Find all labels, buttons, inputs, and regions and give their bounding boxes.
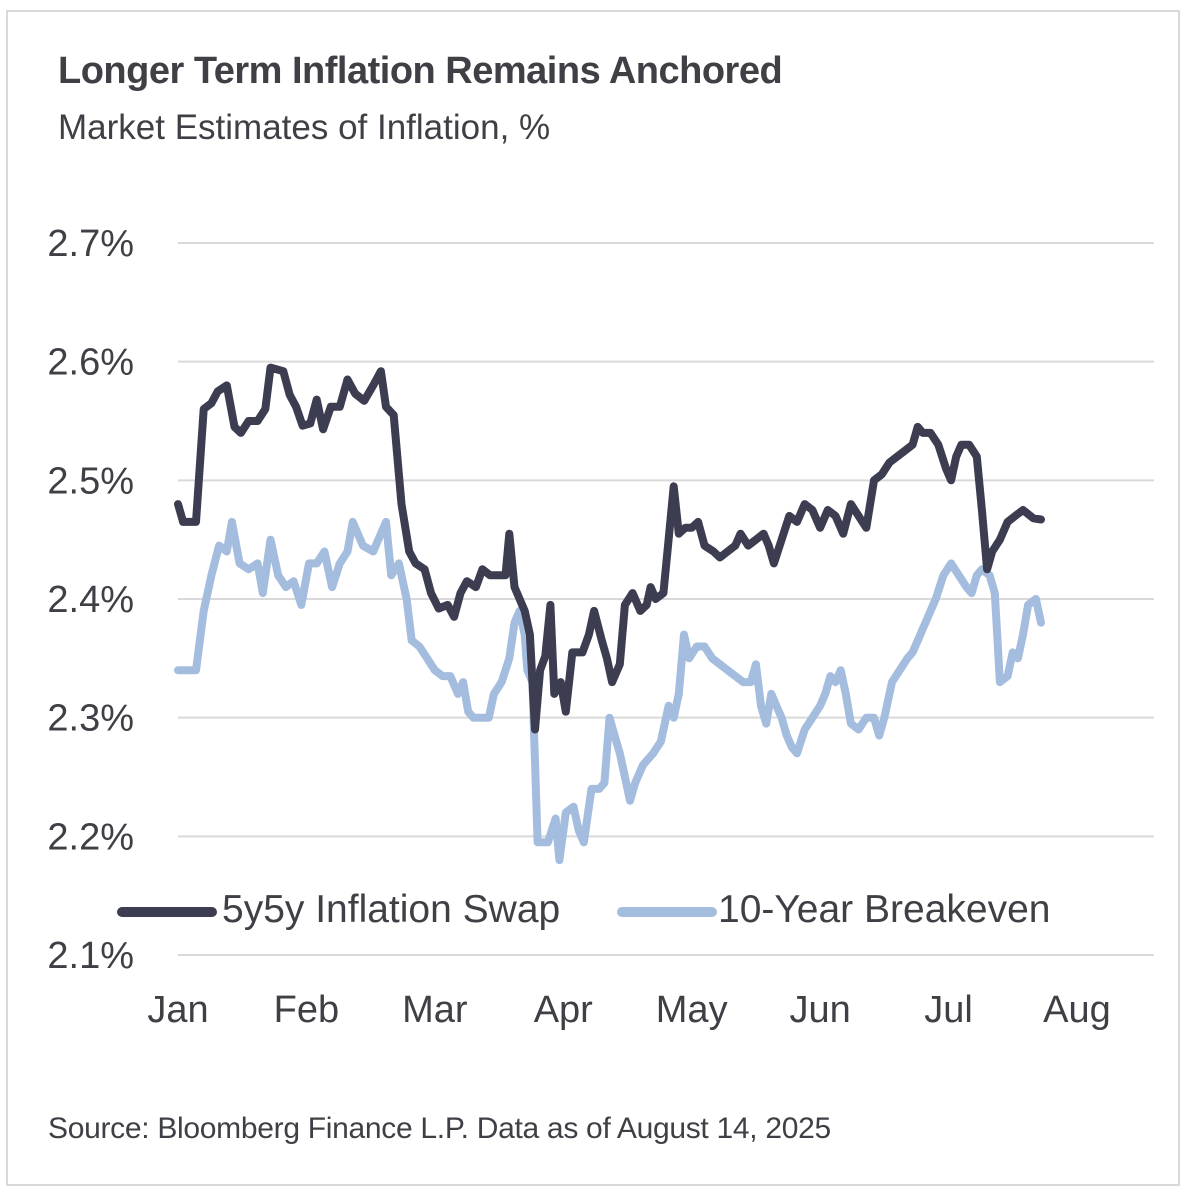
legend-label-breakeven: 10-Year Breakeven bbox=[718, 888, 1050, 931]
y-tick-label: 2.6% bbox=[47, 342, 134, 384]
x-axis-ticks: Jan Feb Mar Apr May Jun Jul Aug bbox=[147, 989, 1110, 1031]
chart-subtitle: Market Estimates of Inflation, % bbox=[58, 108, 551, 147]
x-tick-label: Jun bbox=[789, 989, 850, 1031]
series-lines bbox=[174, 363, 1045, 865]
legend: 5y5y Inflation Swap 10-Year Breakeven bbox=[117, 888, 1050, 931]
y-tick-label: 2.3% bbox=[47, 698, 134, 740]
x-tick-label: Feb bbox=[274, 989, 339, 1031]
y-tick-label: 2.4% bbox=[47, 579, 134, 621]
grid-lines bbox=[178, 242, 1154, 956]
x-tick-label: Mar bbox=[402, 989, 468, 1031]
y-tick-label: 2.5% bbox=[47, 460, 134, 502]
source-note: Source: Bloomberg Finance L.P. Data as o… bbox=[48, 1112, 831, 1145]
y-axis-ticks: 2.7% 2.6% 2.5% 2.4% 2.3% 2.2% 2.1% bbox=[47, 223, 134, 977]
y-tick-label: 2.2% bbox=[47, 816, 134, 858]
x-tick-label: Apr bbox=[534, 989, 593, 1031]
x-tick-label: Aug bbox=[1043, 989, 1111, 1031]
x-tick-label: Jan bbox=[147, 989, 208, 1031]
series-line-inflation-swap bbox=[174, 363, 1045, 734]
y-tick-label: 2.7% bbox=[47, 223, 134, 265]
x-tick-label: Jul bbox=[924, 989, 973, 1031]
x-tick-label: May bbox=[656, 989, 728, 1031]
legend-label-inflation-swap: 5y5y Inflation Swap bbox=[222, 888, 560, 931]
y-tick-label: 2.1% bbox=[47, 935, 134, 977]
chart-title: Longer Term Inflation Remains Anchored bbox=[58, 50, 783, 92]
series-line-breakeven bbox=[174, 517, 1045, 865]
